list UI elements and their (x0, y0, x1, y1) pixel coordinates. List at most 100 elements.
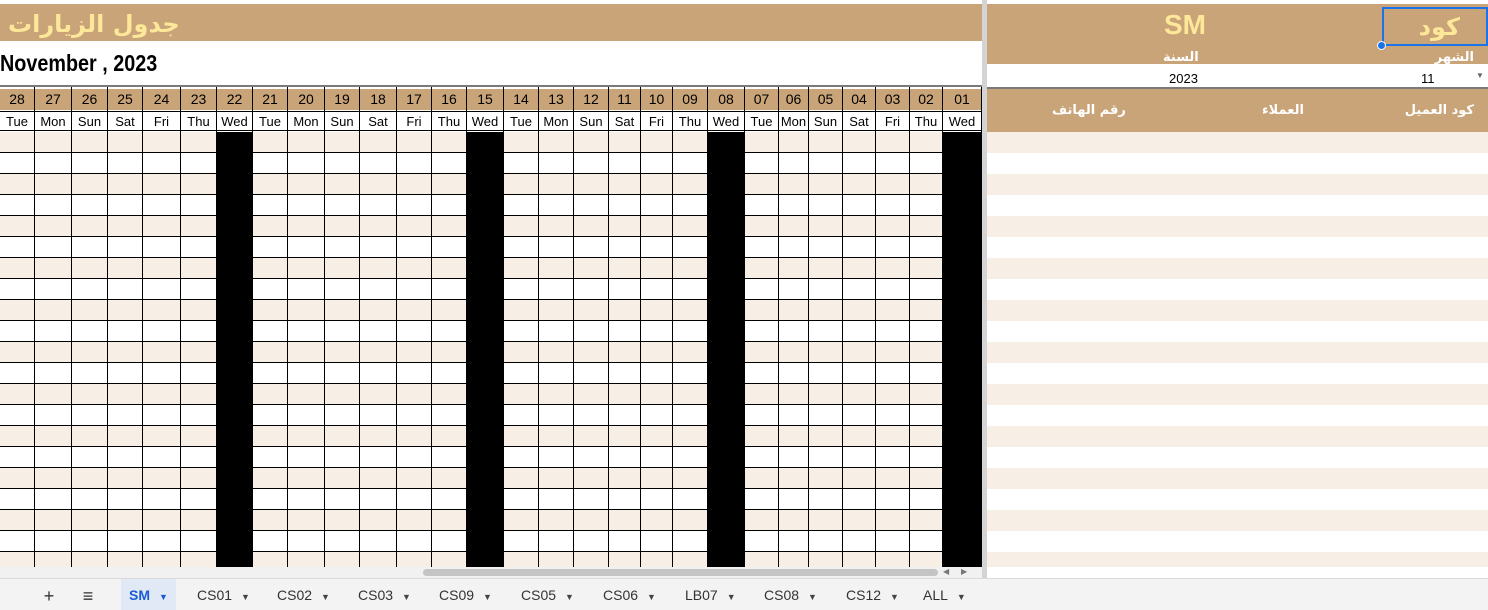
day-column-header[interactable]: 05 Sun (809, 87, 843, 132)
sheet-tab-label: CS05 (521, 587, 557, 603)
day-column-header[interactable]: 28 Tue (0, 87, 35, 132)
day-number: 05 (809, 89, 842, 110)
day-column-header[interactable]: 16 Thu (432, 87, 467, 132)
day-name: Fri (397, 111, 431, 131)
grid-line (909, 132, 910, 567)
tab-menu-caret-icon[interactable]: ▼ (808, 592, 817, 602)
day-column-header[interactable]: 01 Wed (943, 87, 982, 132)
day-column-header[interactable]: 19 Sun (325, 87, 360, 132)
scroll-left-icon[interactable]: ◀ (943, 567, 950, 576)
sheet-tab[interactable]: CS09 ▼ (431, 579, 500, 610)
sheet-tab[interactable]: ALL ▼ (915, 579, 974, 610)
customer-row[interactable] (987, 216, 1488, 237)
day-column-header[interactable]: 20 Mon (288, 87, 325, 132)
sheet-title[interactable]: جدول الزيارات (8, 10, 180, 38)
header-customers[interactable]: العملاء (1262, 103, 1304, 118)
scroll-right-icon[interactable]: ▶ (961, 567, 968, 576)
customer-row[interactable] (987, 174, 1488, 195)
code-label[interactable]: كود (1418, 13, 1460, 41)
tab-menu-caret-icon[interactable]: ▼ (241, 592, 250, 602)
header-customer-code[interactable]: كود العميل (1404, 103, 1474, 118)
selection-fill-handle[interactable] (1377, 41, 1386, 50)
customer-row[interactable] (987, 195, 1488, 216)
day-column-header[interactable]: 22 Wed (217, 87, 253, 132)
day-column-header[interactable]: 27 Mon (35, 87, 72, 132)
day-column-header[interactable]: 11 Sat (609, 87, 641, 132)
customer-row[interactable] (987, 384, 1488, 405)
customer-row[interactable] (987, 300, 1488, 321)
month-label[interactable]: الشهر (1434, 50, 1474, 65)
day-column-header[interactable]: 02 Thu (910, 87, 943, 132)
customer-row[interactable] (987, 447, 1488, 468)
code-value[interactable]: SM (1164, 9, 1206, 40)
day-column-header[interactable]: 24 Fri (143, 87, 181, 132)
sheet-tab[interactable]: CS03 ▼ (350, 579, 419, 610)
day-column-header[interactable]: 13 Mon (539, 87, 574, 132)
day-column-header[interactable]: 10 Fri (641, 87, 673, 132)
customer-row[interactable] (987, 321, 1488, 342)
tab-menu-caret-icon[interactable]: ▼ (402, 592, 411, 602)
customer-row[interactable] (987, 153, 1488, 174)
sheet-tab[interactable]: SM ▼ (121, 579, 176, 610)
month-value[interactable]: 11 (1421, 71, 1435, 86)
day-column-header[interactable]: 21 Tue (253, 87, 288, 132)
sheet-tab[interactable]: CS02 ▼ (269, 579, 338, 610)
year-label[interactable]: السنة (1163, 50, 1199, 65)
day-column-header[interactable]: 25 Sat (108, 87, 143, 132)
customer-row[interactable] (987, 468, 1488, 489)
calendar-grid[interactable] (0, 132, 982, 567)
add-sheet-icon[interactable]: + (43, 586, 55, 606)
frozen-pane-divider[interactable] (982, 0, 987, 578)
scrollbar-thumb[interactable] (423, 569, 938, 576)
sheet-tab[interactable]: LB07 ▼ (677, 579, 744, 610)
sheet-tab[interactable]: CS08 ▼ (756, 579, 825, 610)
day-column-header[interactable]: 06 Mon (779, 87, 809, 132)
sheet-tab[interactable]: CS06 ▼ (595, 579, 664, 610)
day-column-header[interactable]: 12 Sun (574, 87, 609, 132)
day-column-header[interactable]: 14 Tue (504, 87, 539, 132)
day-column-header[interactable]: 26 Sun (72, 87, 108, 132)
day-column-header[interactable]: 03 Fri (876, 87, 910, 132)
sheet-tab[interactable]: CS12 ▼ (838, 579, 907, 610)
day-column-header[interactable]: 08 Wed (708, 87, 745, 132)
customer-row[interactable] (987, 405, 1488, 426)
calendar-pane: جدول الزيارات November , 2023 28 Tue 27 Mon… (0, 4, 982, 567)
customer-table-body[interactable] (987, 132, 1488, 567)
tab-menu-caret-icon[interactable]: ▼ (726, 592, 736, 602)
day-column-header[interactable]: 23 Thu (181, 87, 217, 132)
customer-row[interactable] (987, 552, 1488, 567)
tab-menu-caret-icon[interactable]: ▼ (956, 592, 966, 602)
sheet-tab[interactable]: CS01 ▼ (189, 579, 258, 610)
day-column-header[interactable]: 04 Sat (843, 87, 876, 132)
day-column-header[interactable]: 18 Sat (360, 87, 397, 132)
customer-row[interactable] (987, 489, 1488, 510)
month-dropdown-arrow-icon[interactable]: ▼ (1476, 71, 1484, 80)
customer-row[interactable] (987, 237, 1488, 258)
tab-menu-caret-icon[interactable]: ▼ (483, 592, 492, 602)
customer-row[interactable] (987, 132, 1488, 153)
customer-row[interactable] (987, 531, 1488, 552)
header-phone[interactable]: رقم الهاتف (1052, 103, 1126, 118)
horizontal-scrollbar[interactable]: ◀ ▶ (0, 567, 982, 578)
customer-row[interactable] (987, 426, 1488, 447)
customer-row[interactable] (987, 363, 1488, 384)
customer-row[interactable] (987, 258, 1488, 279)
day-column-header[interactable]: 17 Fri (397, 87, 432, 132)
month-year-label[interactable]: November , 2023 (0, 50, 158, 76)
selected-cell[interactable] (1382, 7, 1488, 46)
grid-line (71, 132, 72, 567)
day-column-header[interactable]: 09 Thu (673, 87, 708, 132)
tab-menu-caret-icon[interactable]: ▼ (159, 592, 168, 602)
tab-menu-caret-icon[interactable]: ▼ (321, 592, 330, 602)
tab-menu-caret-icon[interactable]: ▼ (565, 592, 574, 602)
all-sheets-menu-icon[interactable]: ≡ (82, 586, 94, 606)
year-value[interactable]: 2023 (1169, 71, 1198, 86)
tab-menu-caret-icon[interactable]: ▼ (890, 592, 899, 602)
customer-row[interactable] (987, 279, 1488, 300)
sheet-tab[interactable]: CS05 ▼ (513, 579, 582, 610)
day-column-header[interactable]: 15 Wed (467, 87, 504, 132)
customer-row[interactable] (987, 510, 1488, 531)
customer-row[interactable] (987, 342, 1488, 363)
day-column-header[interactable]: 07 Tue (745, 87, 779, 132)
tab-menu-caret-icon[interactable]: ▼ (647, 592, 656, 602)
